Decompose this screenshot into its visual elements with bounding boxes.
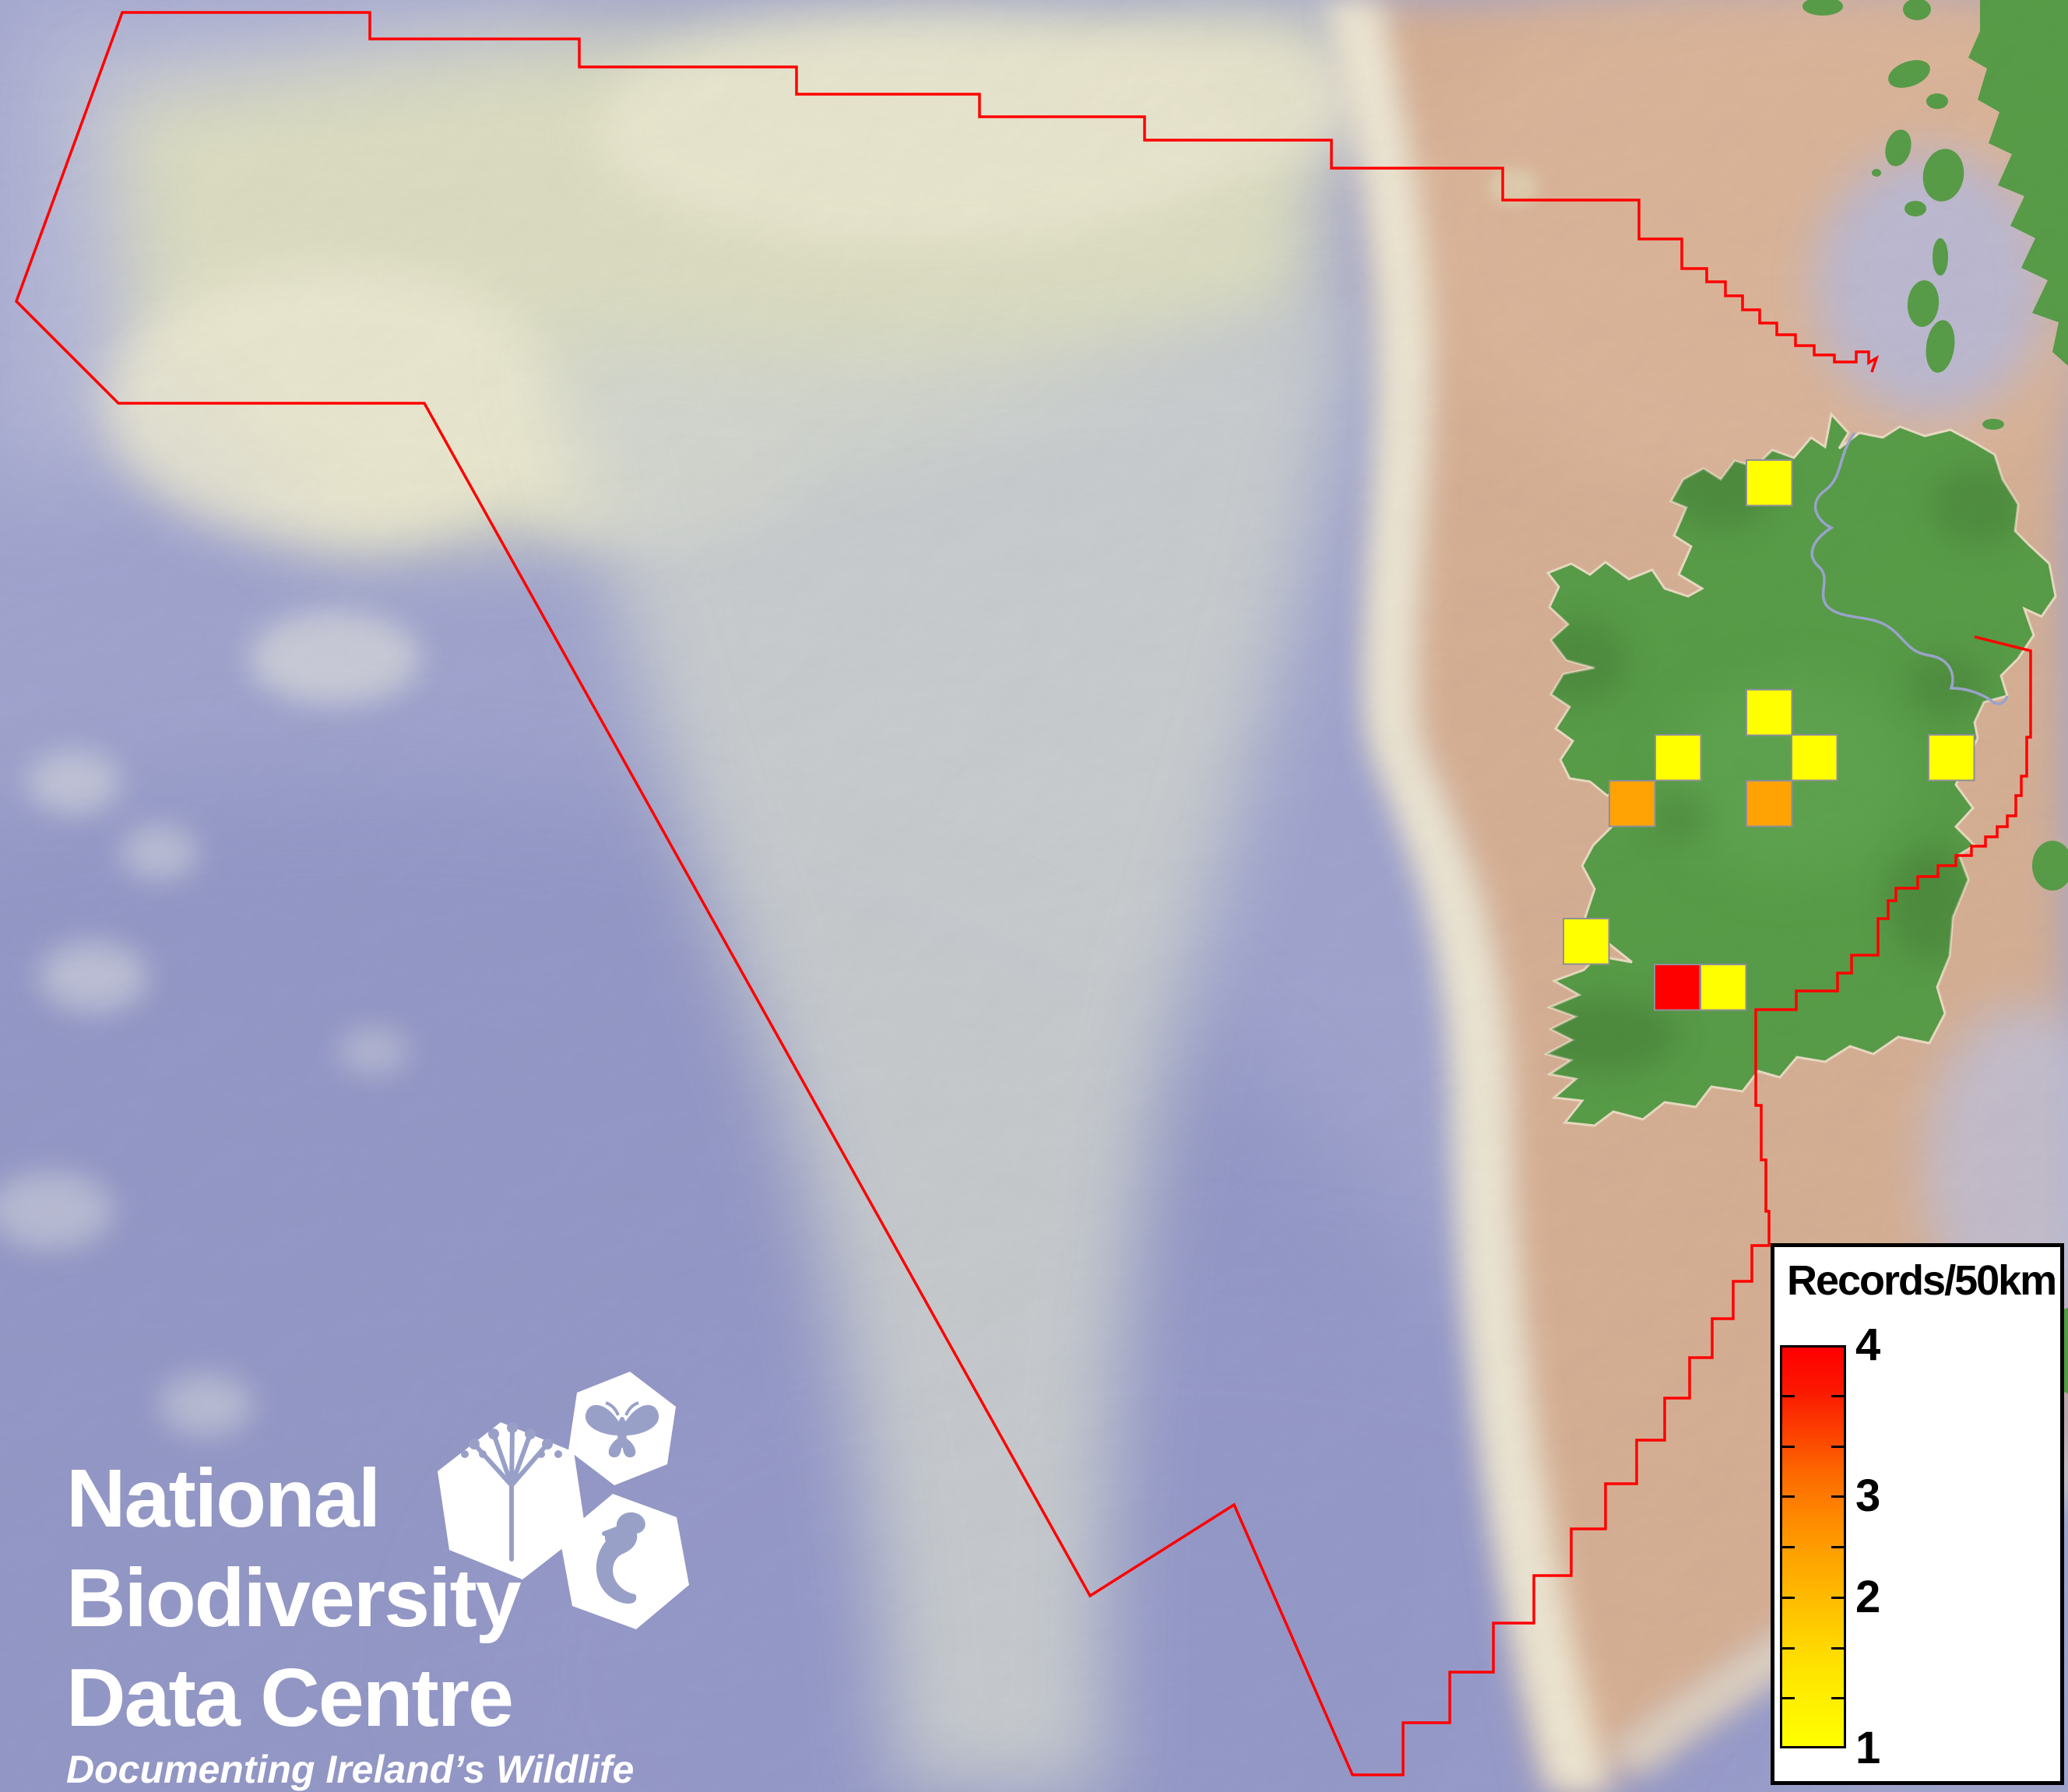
legend-scale-label: 1 [1855, 1723, 1881, 1773]
record-cell [1791, 734, 1838, 782]
plant-icon [461, 1422, 562, 1562]
record-cell [1746, 459, 1793, 507]
legend-scale-label: 4 [1855, 1319, 1881, 1370]
seahorse-icon [596, 1512, 645, 1604]
legend-scale-label: 2 [1855, 1571, 1881, 1622]
record-cell [1928, 734, 1975, 782]
legend-tick [1782, 1697, 1795, 1700]
logo-line-1: National [66, 1453, 381, 1544]
record-cell [1700, 964, 1747, 1011]
legend-tick [1831, 1445, 1844, 1448]
maritime-boundary [14, 11, 2032, 1776]
legend-tick [1782, 1495, 1795, 1499]
record-cell [1746, 780, 1793, 827]
logo-line-2: Biodiversity [66, 1552, 522, 1644]
logo-tagline: Documenting Ireland’s Wildlife [66, 1748, 635, 1791]
record-cell [1655, 734, 1702, 782]
legend-scale-label: 3 [1855, 1470, 1881, 1522]
seahorse-hexagon [560, 1494, 689, 1629]
legend-title: Records/50km [1787, 1257, 2057, 1304]
legend-tick [1831, 1596, 1844, 1599]
legend-tick [1831, 1646, 1844, 1650]
legend-tick [1831, 1546, 1844, 1548]
butterfly-icon [585, 1401, 659, 1458]
legend-tick [1782, 1596, 1795, 1599]
legend-tick [1831, 1394, 1844, 1397]
legend-tick [1782, 1646, 1795, 1650]
legend-tick [1831, 1697, 1844, 1700]
record-cell [1609, 780, 1656, 827]
record-cell [1746, 689, 1793, 736]
legend-tick [1782, 1445, 1795, 1448]
record-grid-cells [1563, 459, 1975, 1011]
legend-tick [1782, 1546, 1795, 1548]
records-legend: Records/50km 4 3 2 1 [1771, 1243, 2064, 1785]
legend-tick [1782, 1394, 1795, 1397]
legend-tick [1831, 1495, 1844, 1499]
record-cell [1563, 918, 1610, 965]
logo-line-3: Data Centre [66, 1652, 514, 1744]
nbdc-hexagon-icons [438, 1372, 689, 1629]
record-cell [1654, 964, 1701, 1011]
